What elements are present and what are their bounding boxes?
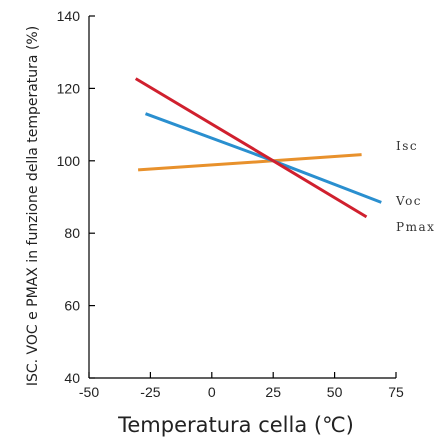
y-axis-title: ISC. VOC e PMAX in funzione della temper…	[25, 26, 41, 386]
x-axis-title: Temperatura cella (℃)	[117, 413, 354, 437]
x-tick-label: 0	[208, 384, 216, 400]
series-line-pmax	[134, 77, 368, 219]
legend: Isc Voc Pmax	[395, 139, 435, 234]
y-tick-label: 80	[64, 225, 80, 241]
y-ticks: 40 60 80 100 120 140	[57, 8, 95, 386]
series-line-isc	[137, 153, 362, 172]
y-tick-label: 140	[57, 8, 81, 24]
series-layer	[134, 77, 382, 219]
y-tick-label: 60	[64, 298, 80, 314]
x-tick-label: 50	[327, 384, 343, 400]
x-ticks: -50 -25 0 25 50 75	[79, 372, 404, 400]
x-tick-label: -25	[140, 384, 160, 400]
legend-label-isc: Isc	[396, 139, 418, 153]
y-tick-label: 100	[57, 153, 81, 169]
y-tick-label: 40	[64, 370, 80, 386]
y-tick-label: 120	[57, 80, 81, 96]
series-line-voc	[144, 112, 382, 204]
x-tick-label: -50	[79, 384, 99, 400]
legend-label-pmax: Pmax	[396, 220, 435, 234]
x-tick-label: 25	[265, 384, 281, 400]
x-tick-label: 75	[388, 384, 404, 400]
legend-label-voc: Voc	[395, 194, 422, 208]
